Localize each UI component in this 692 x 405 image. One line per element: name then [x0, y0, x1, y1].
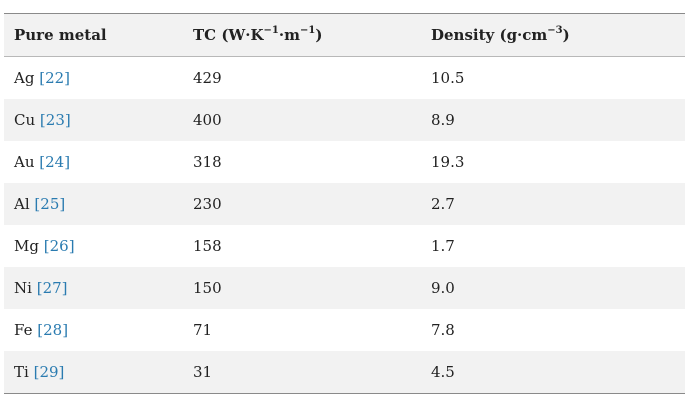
- table-row: Ti [29] 31 4.5: [4, 351, 685, 393]
- reference-link[interactable]: [23]: [39, 111, 71, 129]
- reference-link[interactable]: [25]: [34, 195, 66, 213]
- metal-cell: Mg [26]: [14, 237, 75, 255]
- table-row: Ag [22] 429 10.5: [4, 57, 685, 99]
- reference-link[interactable]: [22]: [39, 69, 71, 87]
- metal-cell: Fe [28]: [14, 321, 69, 339]
- metal-cell: Au [24]: [14, 153, 71, 171]
- table-row: Mg [26] 158 1.7: [4, 225, 685, 267]
- tc-cell: 71: [193, 321, 213, 339]
- reference-link[interactable]: [24]: [39, 153, 71, 171]
- table-header-row: Pure metal TC (W·K−1·m−1) Density (g·cm−…: [4, 14, 685, 57]
- metal-cell: Al [25]: [14, 195, 66, 213]
- metal-cell: Ag [22]: [14, 69, 71, 87]
- table-row: Cu [23] 400 8.9: [4, 99, 685, 141]
- tc-cell: 31: [193, 363, 213, 381]
- density-cell: 1.7: [431, 237, 455, 255]
- density-cell: 8.9: [431, 111, 455, 129]
- tc-cell: 429: [193, 69, 222, 87]
- metal-cell: Ni [27]: [14, 279, 68, 297]
- reference-link[interactable]: [26]: [43, 237, 75, 255]
- reference-link[interactable]: [27]: [36, 279, 68, 297]
- metal-cell: Ti [29]: [14, 363, 65, 381]
- tc-cell: 318: [193, 153, 222, 171]
- header-density: Density (g·cm−3): [431, 25, 570, 45]
- reference-link[interactable]: [29]: [33, 363, 65, 381]
- table-row: Ni [27] 150 9.0: [4, 267, 685, 309]
- density-cell: 4.5: [431, 363, 455, 381]
- density-cell: 10.5: [431, 69, 465, 87]
- tc-cell: 400: [193, 111, 222, 129]
- metal-cell: Cu [23]: [14, 111, 71, 129]
- density-cell: 19.3: [431, 153, 465, 171]
- reference-link[interactable]: [28]: [37, 321, 69, 339]
- table-row: Fe [28] 71 7.8: [4, 309, 685, 351]
- tc-cell: 150: [193, 279, 222, 297]
- tc-cell: 230: [193, 195, 222, 213]
- table-row: Au [24] 318 19.3: [4, 141, 685, 183]
- table-row: Al [25] 230 2.7: [4, 183, 685, 225]
- density-cell: 7.8: [431, 321, 455, 339]
- density-cell: 9.0: [431, 279, 455, 297]
- density-cell: 2.7: [431, 195, 455, 213]
- header-thermal-conductivity: TC (W·K−1·m−1): [193, 25, 323, 45]
- tc-cell: 158: [193, 237, 222, 255]
- header-pure-metal: Pure metal: [14, 26, 107, 44]
- metals-table: Pure metal TC (W·K−1·m−1) Density (g·cm−…: [4, 13, 685, 394]
